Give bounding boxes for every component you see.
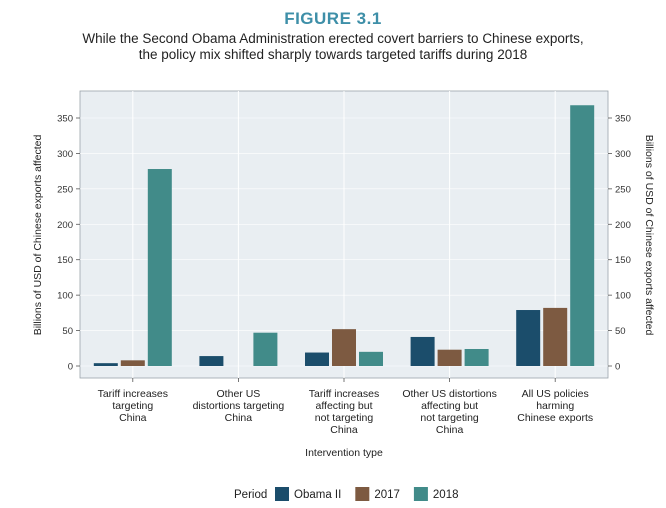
x-axis-title: Intervention type xyxy=(305,447,383,459)
y-tick-label-right: 250 xyxy=(615,184,631,195)
legend-swatch xyxy=(413,487,428,501)
chart-subtitle: While the Second Obama Administration er… xyxy=(0,31,666,63)
bar-2018 xyxy=(570,105,595,366)
y-tick-label-right: 100 xyxy=(615,291,631,302)
bar-2017 xyxy=(543,307,568,366)
legend-swatch xyxy=(275,487,289,501)
legend-label: Obama II xyxy=(294,489,341,501)
bar-2018 xyxy=(464,348,489,366)
y-tick-label-left: 100 xyxy=(57,291,73,302)
x-category-label: All US policies harming Chinese exports xyxy=(517,388,593,424)
bar-2017 xyxy=(437,349,462,366)
y-tick-label-left: 200 xyxy=(57,220,73,231)
bar-obama-ii xyxy=(305,352,329,366)
legend-label: 2018 xyxy=(433,489,459,501)
y-axis-title-left: Billions of USD of Chinese exports affec… xyxy=(32,135,44,336)
y-tick-label-right: 300 xyxy=(615,149,631,160)
x-category-label: Other US distortions targeting China xyxy=(193,388,285,424)
subtitle-line-2: the policy mix shifted sharply towards t… xyxy=(138,47,528,62)
y-tick-label-left: 50 xyxy=(62,326,73,337)
y-tick-label-right: 200 xyxy=(615,220,631,231)
legend-label: 2017 xyxy=(374,489,400,501)
y-axis-title-right: Billions of USD of Chinese exports affec… xyxy=(643,135,655,336)
y-tick-label-left: 250 xyxy=(57,184,73,195)
y-tick-label-left: 0 xyxy=(68,362,73,373)
bar-obama-ii xyxy=(410,336,435,366)
bar-obama-ii xyxy=(199,356,224,366)
bar-2018 xyxy=(253,332,278,366)
y-tick-label-left: 150 xyxy=(57,255,73,266)
y-ticks-left: 0 50 100 150 200 250 300 350 xyxy=(57,114,80,373)
y-tick-label-right: 0 xyxy=(615,362,620,373)
y-tick-label-left: 350 xyxy=(57,114,73,125)
x-category-label: Tariff increases affecting but not targeti… xyxy=(309,388,379,436)
legend-swatch xyxy=(355,487,370,501)
legend: Period Obama II 2017 2018 xyxy=(234,487,459,501)
x-category-label: Other US distortions affecting but not tar… xyxy=(402,388,497,436)
x-category-label: Tariff increases targeting China xyxy=(98,388,168,424)
y-tick-label-right: 150 xyxy=(615,255,631,266)
y-tick-label-right: 350 xyxy=(615,114,631,125)
y-tick-label-left: 300 xyxy=(57,149,73,160)
bars xyxy=(93,105,595,366)
bar-obama-ii xyxy=(516,310,541,366)
legend-title: Period xyxy=(234,489,267,501)
bar-obama-ii xyxy=(93,363,118,366)
bar-2018 xyxy=(359,351,383,366)
y-tick-label-right: 50 xyxy=(615,326,626,337)
bar-2017 xyxy=(120,360,145,366)
y-ticks-right: 0 50 100 150 200 250 300 350 xyxy=(608,114,631,373)
subtitle-line-1: While the Second Obama Administration er… xyxy=(82,31,584,46)
bar-2017 xyxy=(332,329,356,366)
figure-label: FIGURE 3.1 xyxy=(284,9,382,28)
bar-2018 xyxy=(147,169,172,366)
x-category-labels: Tariff increases targeting China Other US di… xyxy=(98,378,593,436)
